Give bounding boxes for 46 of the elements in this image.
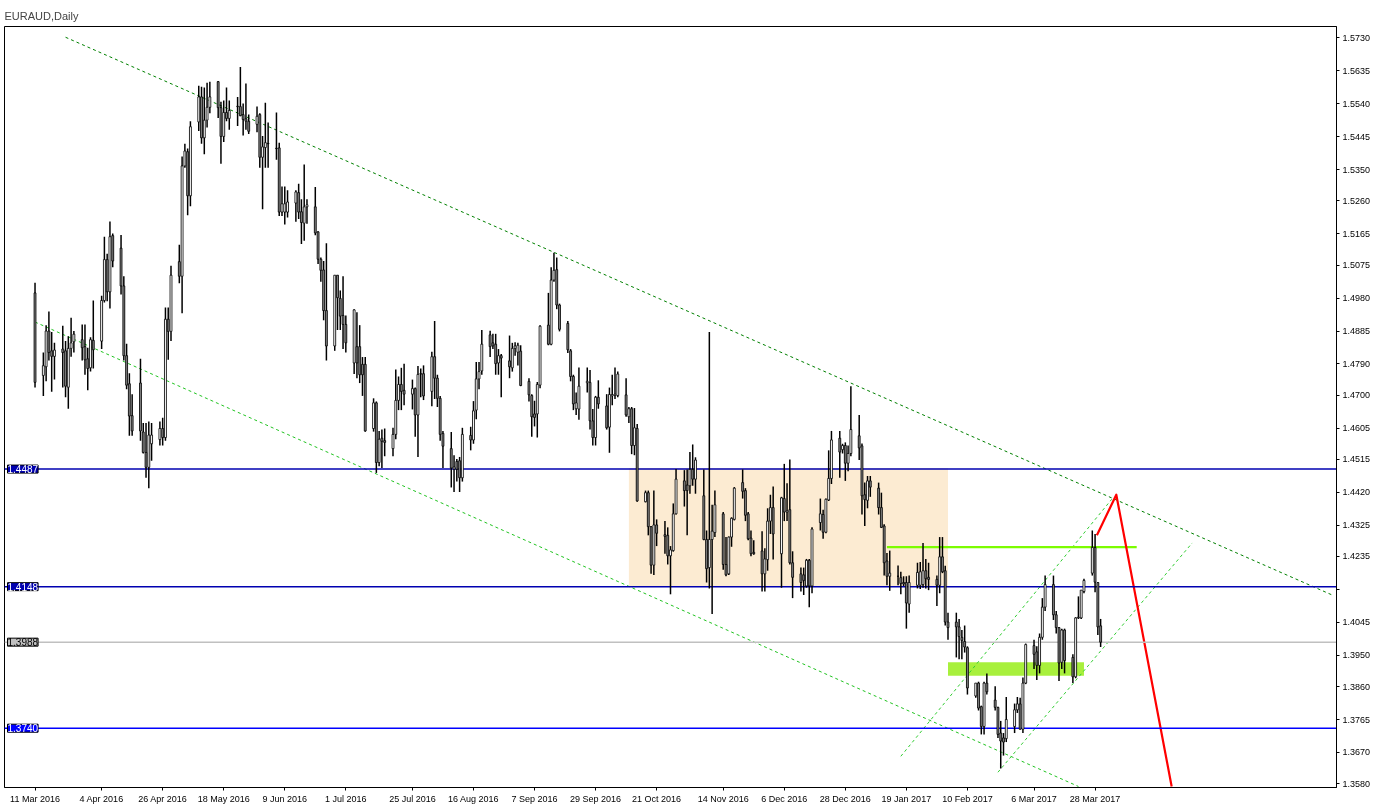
y-tick-label: 1.3580 bbox=[1342, 778, 1371, 789]
x-tick-label: 9 Jun 2016 bbox=[262, 793, 308, 804]
y-tick-label: 1.4235 bbox=[1342, 551, 1371, 562]
y-tick-label: 1.4885 bbox=[1342, 326, 1371, 337]
x-tick-label: 14 Nov 2016 bbox=[697, 793, 749, 804]
x-tick-label: 16 Aug 2016 bbox=[447, 793, 499, 804]
y-tick-label: 1.4420 bbox=[1342, 487, 1371, 498]
y-tick-label: 1.3860 bbox=[1342, 681, 1371, 692]
x-tick-label: 4 Apr 2016 bbox=[79, 793, 124, 804]
x-tick-label: 11 Mar 2016 bbox=[10, 793, 60, 804]
y-tick-label: 1.5730 bbox=[1342, 32, 1371, 43]
x-tick-label: 26 Apr 2016 bbox=[138, 793, 187, 804]
x-tick-label: 21 Oct 2016 bbox=[632, 793, 682, 804]
y-tick-label: 1.3765 bbox=[1342, 714, 1371, 725]
y-tick-label: 1.4700 bbox=[1342, 390, 1371, 401]
y-tick-label: 1.5165 bbox=[1342, 228, 1371, 239]
y-tick-label: 1.5075 bbox=[1342, 260, 1371, 271]
ref-line-label: 1.4487 bbox=[7, 464, 39, 476]
x-tick-label: 6 Mar 2017 bbox=[1011, 793, 1057, 804]
x-tick-label: 28 Dec 2016 bbox=[819, 793, 871, 804]
y-tick-label: 1.5260 bbox=[1342, 195, 1371, 206]
y-tick-label: 1.5540 bbox=[1342, 98, 1371, 109]
x-tick-label: 10 Feb 2017 bbox=[942, 793, 993, 804]
y-tick-label: 1.5635 bbox=[1342, 65, 1371, 76]
x-tick-label: 18 May 2016 bbox=[197, 793, 250, 804]
x-tick-label: 28 Mar 2017 bbox=[1069, 793, 1121, 804]
y-tick-label: 1.4515 bbox=[1342, 454, 1371, 465]
y-tick-label: 1.4790 bbox=[1342, 358, 1371, 369]
y-tick-label: 1.4980 bbox=[1342, 293, 1371, 304]
x-tick-label: 25 Jul 2016 bbox=[389, 793, 436, 804]
ref-line-label: 1.3988 bbox=[7, 637, 39, 649]
x-tick-label: 1 Jul 2016 bbox=[325, 793, 367, 804]
y-tick-label: 1.5350 bbox=[1342, 164, 1371, 175]
ref-line-label: 1.3740 bbox=[7, 723, 39, 735]
y-tick-label: 1.3950 bbox=[1342, 650, 1371, 661]
y-tick-label: 1.3670 bbox=[1342, 747, 1371, 758]
x-tick-label: 29 Sep 2016 bbox=[570, 793, 622, 804]
chart-title: EURAUD,Daily bbox=[4, 9, 79, 22]
ref-line-label: 1.4148 bbox=[7, 581, 39, 593]
y-tick-label: 1.4605 bbox=[1342, 423, 1371, 434]
x-tick-label: 7 Sep 2016 bbox=[511, 793, 558, 804]
y-tick-label: 1.5445 bbox=[1342, 131, 1371, 142]
y-tick-label: 1.4325 bbox=[1342, 520, 1371, 531]
y-tick-label: 1.4045 bbox=[1342, 617, 1371, 628]
x-tick-label: 6 Dec 2016 bbox=[761, 793, 808, 804]
x-tick-label: 19 Jan 2017 bbox=[881, 793, 932, 804]
